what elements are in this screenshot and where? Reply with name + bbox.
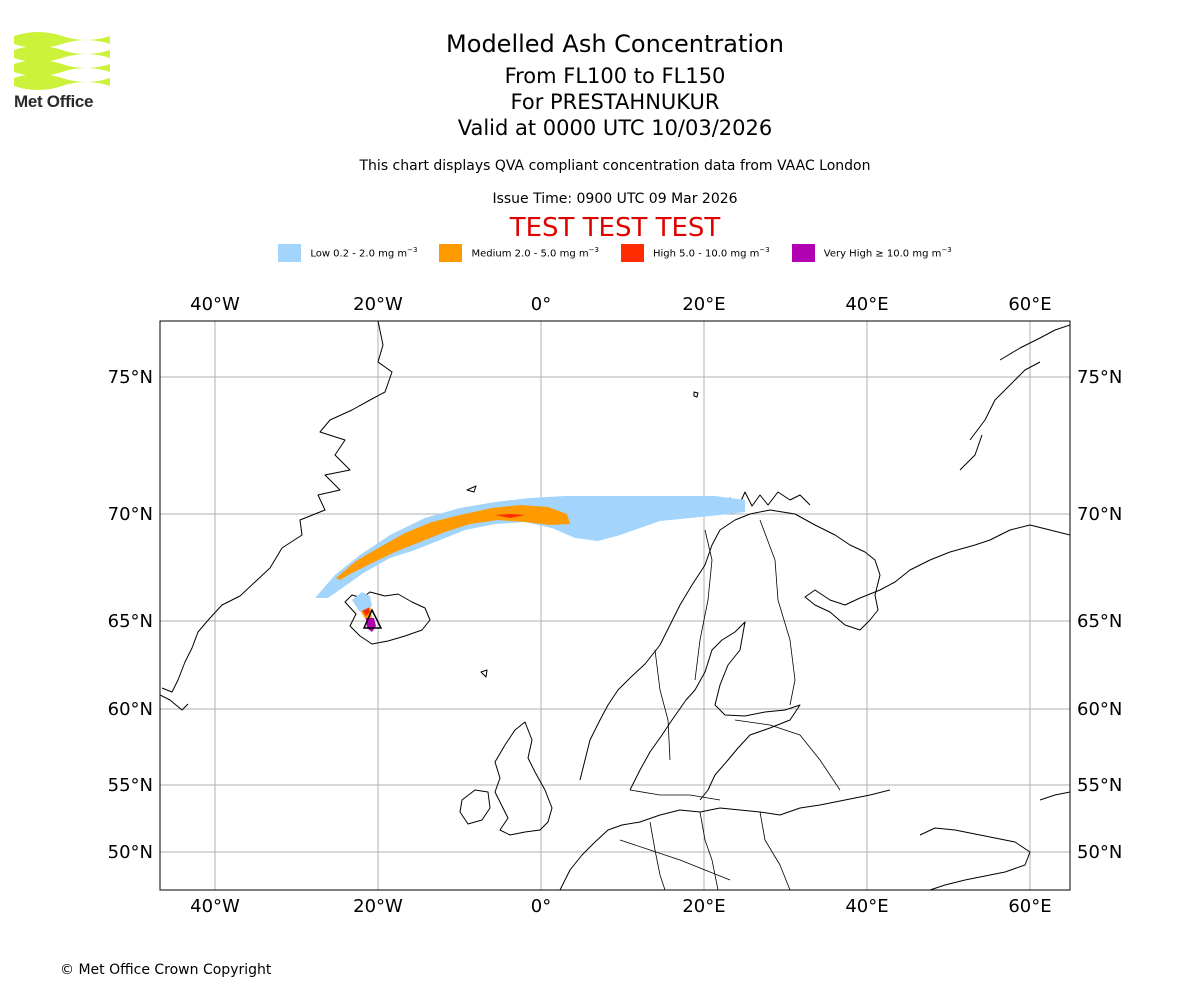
plume-iceland-low bbox=[352, 592, 372, 612]
iceland-coast bbox=[344, 591, 431, 645]
baltic-coast bbox=[629, 621, 801, 801]
lat-label: 65°N bbox=[108, 611, 153, 632]
legend-swatch-medium bbox=[439, 244, 463, 262]
ash-concentration-plume bbox=[315, 496, 745, 632]
lon-label: 60°E bbox=[1008, 294, 1051, 315]
copyright-notice: © Met Office Crown Copyright bbox=[60, 962, 272, 978]
plume-medium bbox=[336, 505, 570, 580]
lon-label: 20°W bbox=[353, 294, 403, 315]
lat-label: 50°N bbox=[108, 842, 153, 863]
valid-time: Valid at 0000 UTC 10/03/2026 bbox=[457, 116, 773, 140]
met-office-logo bbox=[14, 32, 110, 90]
lon-label: 0° bbox=[531, 896, 551, 917]
lat-label: 55°N bbox=[1077, 775, 1122, 796]
lon-label: 20°W bbox=[353, 896, 403, 917]
test-banner: TEST TEST TEST bbox=[509, 213, 721, 243]
lon-labels-top: 40°W 20°W 0° 20°E 40°E 60°E bbox=[190, 294, 1051, 315]
logo-text: Met Office bbox=[14, 92, 94, 111]
europe-coast bbox=[559, 789, 891, 890]
plume-high bbox=[495, 514, 525, 518]
lat-label: 70°N bbox=[1077, 504, 1122, 525]
lon-labels-bottom: 40°W 20°W 0° 20°E 40°E 60°E bbox=[190, 896, 1051, 917]
lat-label: 65°N bbox=[1077, 611, 1122, 632]
map-gridlines bbox=[160, 321, 1070, 890]
map-frame bbox=[159, 320, 1071, 891]
lat-labels-left: 75°N 70°N 65°N 60°N 55°N 50°N bbox=[108, 367, 153, 863]
greenland-coast bbox=[161, 321, 393, 693]
volcano-name: For PRESTAHNUKUR bbox=[510, 90, 720, 114]
lat-label: 50°N bbox=[1077, 842, 1122, 863]
concentration-legend: Low 0.2 - 2.0 mg m−3 Medium 2.0 - 5.0 mg… bbox=[0, 244, 1200, 262]
flight-level-range: From FL100 to FL150 bbox=[504, 64, 726, 88]
lon-label: 40°E bbox=[845, 294, 888, 315]
legend-swatch-high bbox=[620, 244, 644, 262]
coastlines bbox=[160, 321, 1070, 890]
lat-label: 75°N bbox=[108, 367, 153, 388]
lat-labels-right: 75°N 70°N 65°N 60°N 55°N 50°N bbox=[1077, 367, 1122, 863]
legend-item-high: High 5.0 - 10.0 mg m−3 bbox=[620, 244, 770, 262]
legend-label-high: High 5.0 - 10.0 mg m−3 bbox=[652, 246, 770, 260]
lon-label: 0° bbox=[531, 294, 551, 315]
lat-label: 70°N bbox=[108, 504, 153, 525]
scandinavia-coast bbox=[579, 509, 1070, 781]
lon-label: 20°E bbox=[682, 896, 725, 917]
lon-label: 40°E bbox=[845, 896, 888, 917]
lat-label: 75°N bbox=[1077, 367, 1122, 388]
lon-label: 20°E bbox=[682, 294, 725, 315]
chart-title: Modelled Ash Concentration bbox=[446, 30, 784, 58]
legend-label-very-high: Very High ≥ 10.0 mg m−3 bbox=[823, 246, 952, 260]
legend-item-low: Low 0.2 - 2.0 mg m−3 bbox=[278, 244, 417, 262]
plume-low bbox=[315, 496, 745, 598]
chart-description: This chart displays QVA compliant concen… bbox=[359, 158, 871, 174]
volcano-marker bbox=[362, 608, 383, 629]
legend-item-very-high: Very High ≥ 10.0 mg m−3 bbox=[791, 244, 952, 262]
lon-label: 60°E bbox=[1008, 896, 1051, 917]
legend-swatch-low bbox=[278, 244, 302, 262]
legend-label-low: Low 0.2 - 2.0 mg m−3 bbox=[310, 246, 418, 260]
ireland-coast bbox=[459, 789, 491, 825]
legend-item-medium: Medium 2.0 - 5.0 mg m−3 bbox=[439, 244, 599, 262]
lon-label: 40°W bbox=[190, 896, 240, 917]
legend-swatch-very-high bbox=[791, 244, 815, 262]
lat-label: 55°N bbox=[108, 775, 153, 796]
britain-coast bbox=[494, 721, 553, 836]
lat-label: 60°N bbox=[1077, 699, 1122, 720]
lon-label: 40°W bbox=[190, 294, 240, 315]
legend-label-medium: Medium 2.0 - 5.0 mg m−3 bbox=[471, 246, 599, 260]
lat-label: 60°N bbox=[108, 699, 153, 720]
issue-time: Issue Time: 0900 UTC 09 Mar 2026 bbox=[492, 191, 738, 207]
